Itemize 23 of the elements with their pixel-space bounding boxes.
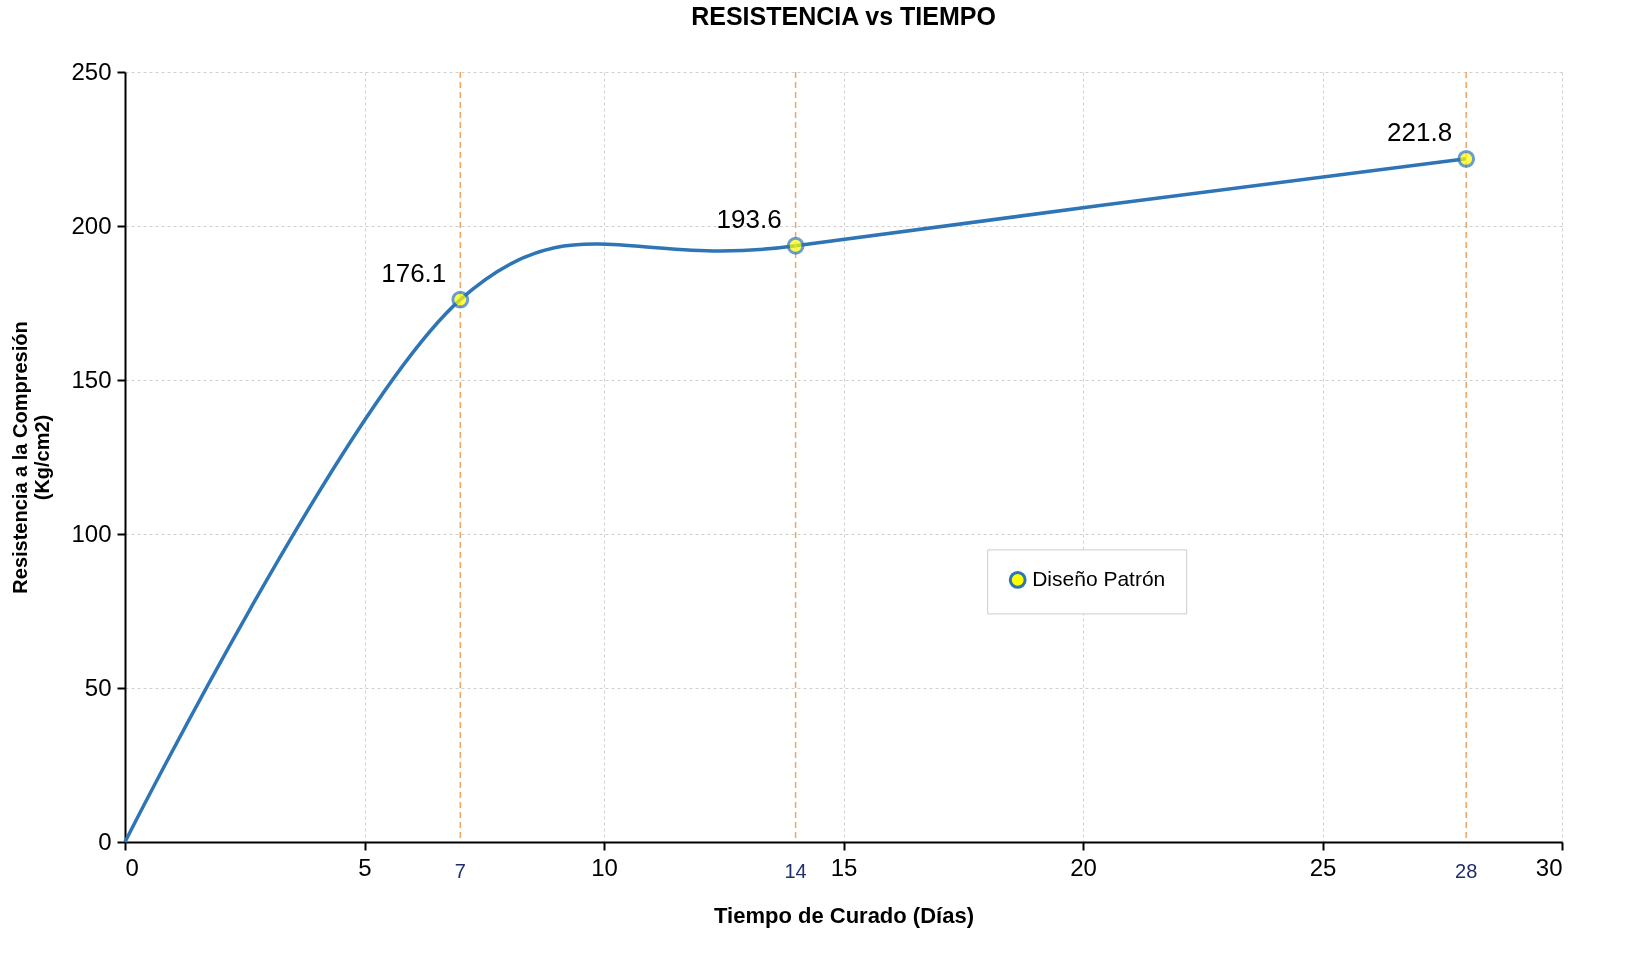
- data-label: 221.8: [1387, 116, 1453, 147]
- x-tick-label: 5: [358, 853, 372, 881]
- x-tick-label: 30: [1535, 853, 1563, 881]
- y-tick-label: 100: [71, 519, 112, 547]
- y-tick-label: 250: [71, 57, 112, 85]
- x-axis-title: Tiempo de Curado (Días): [714, 902, 974, 928]
- y-tick-label: 200: [71, 211, 112, 239]
- data-label: 193.6: [716, 203, 782, 234]
- legend-label: Diseño Patrón: [1032, 566, 1166, 590]
- y-tick-label: 0: [98, 827, 112, 855]
- x-tick-label: 0: [125, 853, 139, 881]
- x-tick-label: 20: [1070, 853, 1097, 881]
- y-axis-title: Resistencia a la Compresión (Kg/cm2): [9, 321, 54, 594]
- y-tick-label: 150: [71, 365, 112, 393]
- x-tick-label: 15: [830, 853, 858, 881]
- ref-line-label: 7: [454, 860, 466, 882]
- x-tick-label: 10: [591, 853, 618, 881]
- x-tick-label: 25: [1309, 853, 1337, 881]
- data-label: 176.1: [381, 257, 447, 288]
- ref-line-label: 28: [1455, 860, 1478, 882]
- y-tick-label: 50: [84, 673, 112, 701]
- chart-title: RESISTENCIA vs TIEMPO: [691, 2, 996, 30]
- ref-line-label: 14: [784, 860, 807, 882]
